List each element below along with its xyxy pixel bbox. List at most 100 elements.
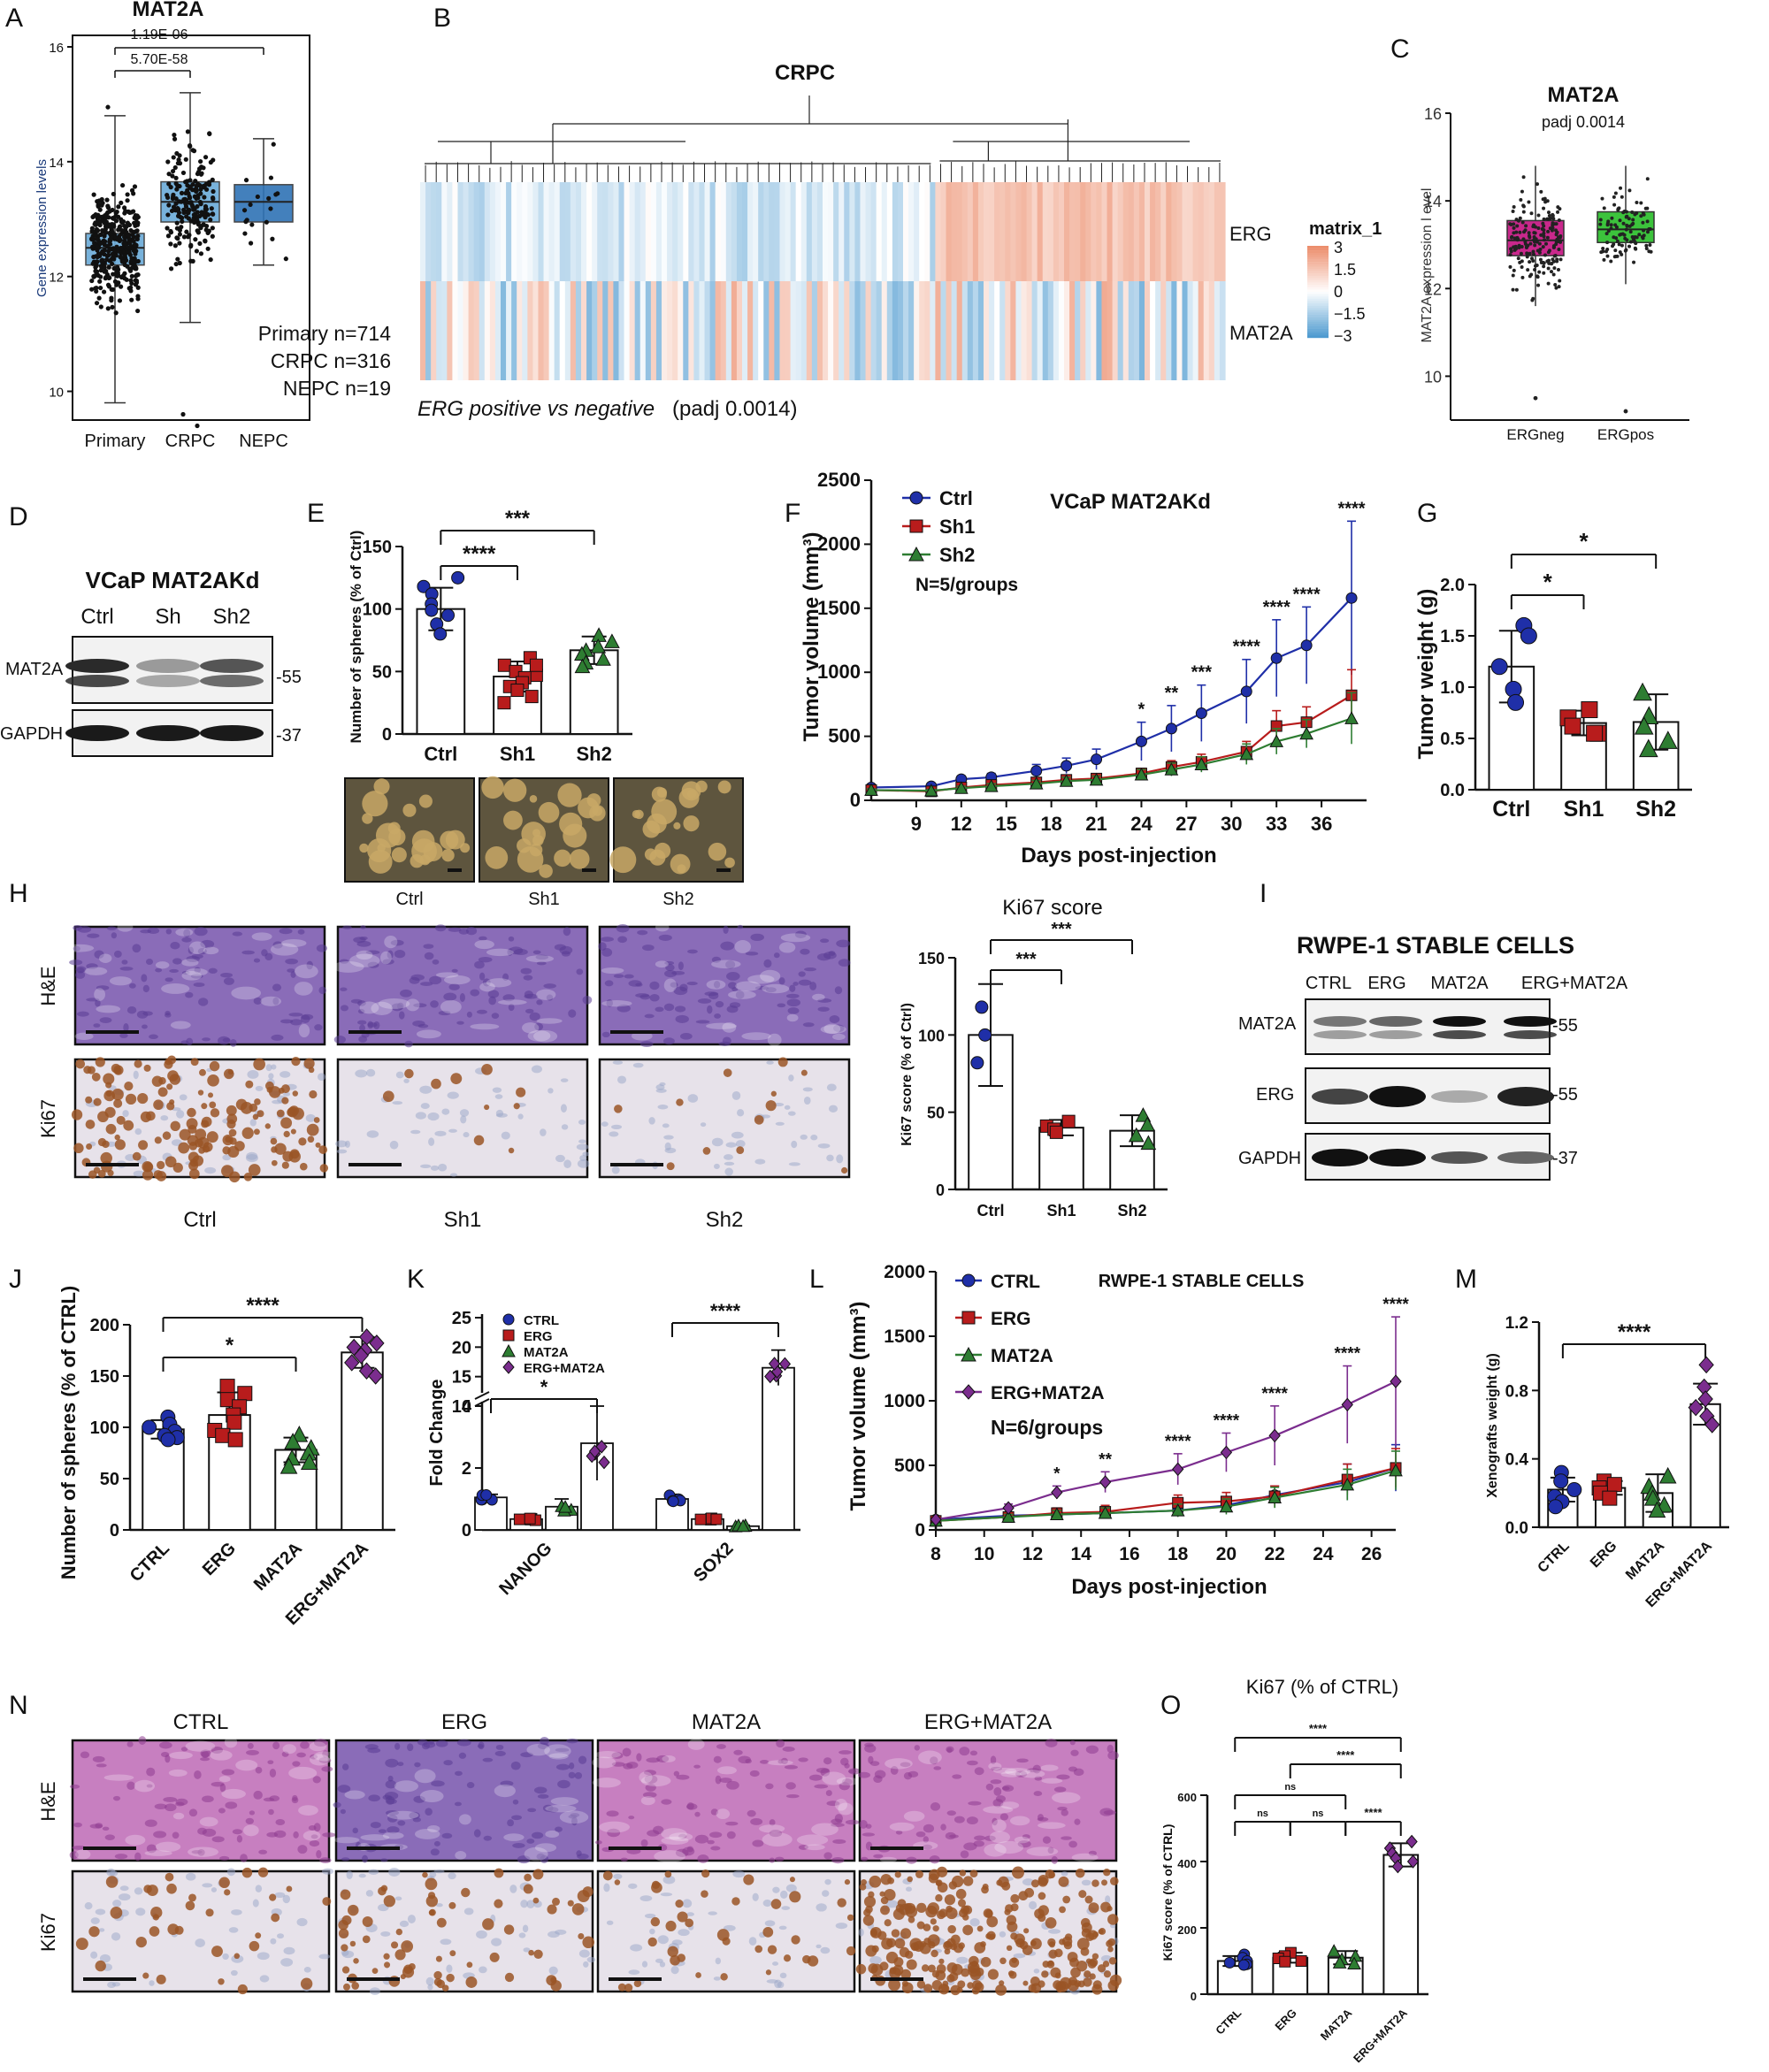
ki67-positive-nucleus [152, 1914, 159, 1921]
heat-cell-erg [662, 182, 668, 281]
nucleus [218, 1808, 226, 1814]
nucleus [752, 1892, 759, 1901]
heat-cell-mat2a [881, 281, 888, 380]
ki67-positive-nucleus [226, 1119, 236, 1129]
nucleus [733, 1749, 743, 1755]
data-point [1535, 264, 1539, 268]
nucleus [246, 1749, 259, 1755]
nucleus [754, 1158, 766, 1165]
nucleus [864, 1744, 877, 1753]
data-point [203, 181, 209, 187]
nucleus [202, 1795, 214, 1803]
heat-cell-mat2a [538, 281, 545, 380]
nucleus [252, 1899, 259, 1908]
ki67-positive-nucleus [789, 1877, 795, 1883]
nucleus [111, 932, 118, 939]
image-label: Sh2 [662, 890, 694, 909]
data-point [1550, 261, 1554, 265]
stroma [405, 998, 420, 1012]
ki67-positive-nucleus [919, 1941, 927, 1948]
ki67-positive-nucleus [1062, 1895, 1071, 1904]
heat-cell-erg [431, 182, 437, 281]
data-point [174, 187, 180, 192]
ki67-positive-nucleus [1091, 1984, 1103, 1995]
nucleus [317, 1073, 325, 1081]
heat-cell-mat2a [452, 281, 459, 380]
ki67-positive-nucleus [1048, 1949, 1058, 1959]
data-point [1269, 734, 1284, 747]
nucleus [782, 1746, 795, 1752]
data-point [266, 195, 272, 201]
data-point [188, 258, 194, 264]
data-point [215, 1427, 231, 1443]
ki67-positive-nucleus [88, 1926, 100, 1938]
data-point [1635, 200, 1639, 204]
nucleus [1016, 1758, 1029, 1763]
nucleus [1056, 1774, 1070, 1780]
legend-swatch [1307, 292, 1329, 294]
nucleus [1061, 1836, 1072, 1840]
stroma [185, 967, 208, 976]
data-point [135, 233, 141, 239]
ki67-positive-nucleus [550, 1980, 562, 1992]
ki67-positive-nucleus [614, 1105, 623, 1113]
ki67-positive-nucleus [943, 1940, 953, 1951]
ki67-positive-nucleus [154, 1136, 162, 1144]
nucleus [155, 967, 163, 973]
nucleus [900, 1762, 911, 1768]
y-tick-label: 0.8 [1505, 1382, 1528, 1401]
legend-swatch [1307, 250, 1329, 253]
nucleus [181, 937, 192, 943]
heat-cell-mat2a [876, 281, 883, 380]
x-tick-label: Sh2 [576, 743, 611, 765]
nucleus [285, 958, 298, 965]
data-point [111, 191, 116, 197]
ki67-positive-nucleus [234, 1141, 245, 1151]
nucleus [772, 1886, 780, 1893]
data-point [1528, 260, 1532, 264]
nucleus [929, 1854, 940, 1864]
nucleus [259, 1975, 270, 1983]
ki67-positive-nucleus [286, 1885, 293, 1892]
data-point [1519, 197, 1523, 202]
nucleus [520, 967, 532, 975]
nucleus [136, 1010, 149, 1019]
ki67-positive-nucleus [1008, 1970, 1017, 1979]
data-point [1542, 264, 1546, 269]
nucleus [1099, 1808, 1114, 1816]
sig-label: ns [1284, 1782, 1296, 1793]
nucleus [933, 1766, 942, 1770]
ki67-positive-nucleus [253, 1128, 260, 1135]
data-point [105, 205, 111, 210]
data-point [1539, 233, 1543, 237]
data-point [98, 304, 103, 310]
nucleus [726, 972, 740, 981]
stroma [534, 1843, 557, 1853]
ki67-positive-nucleus [947, 1924, 956, 1934]
heat-cell-erg [479, 182, 486, 281]
nucleus [179, 1094, 188, 1101]
nucleus [868, 1755, 874, 1764]
legend-swatch [1307, 310, 1329, 313]
panel-letter-J: J [9, 1265, 22, 1294]
nucleus [829, 1015, 840, 1023]
nucleus [194, 927, 208, 937]
nucleus [456, 1739, 471, 1747]
ki67-positive-nucleus [228, 1128, 237, 1137]
marker-label: -37 [276, 726, 302, 745]
legend-swatch [1307, 315, 1329, 317]
data-point [183, 203, 189, 210]
data-point [1612, 235, 1616, 240]
nucleus [236, 1835, 243, 1843]
ki67-positive-nucleus [1048, 1941, 1055, 1948]
sphere [445, 830, 465, 850]
y-tick-label: 100 [363, 600, 392, 620]
ki67-positive-nucleus [1018, 1891, 1029, 1901]
sphere [485, 845, 509, 869]
x-tick-label: Sh2 [1117, 1202, 1146, 1219]
data-point [165, 226, 170, 231]
data-point [1627, 217, 1631, 221]
data-point [1697, 1390, 1713, 1408]
nucleus [477, 1744, 484, 1748]
nucleus [264, 952, 273, 961]
